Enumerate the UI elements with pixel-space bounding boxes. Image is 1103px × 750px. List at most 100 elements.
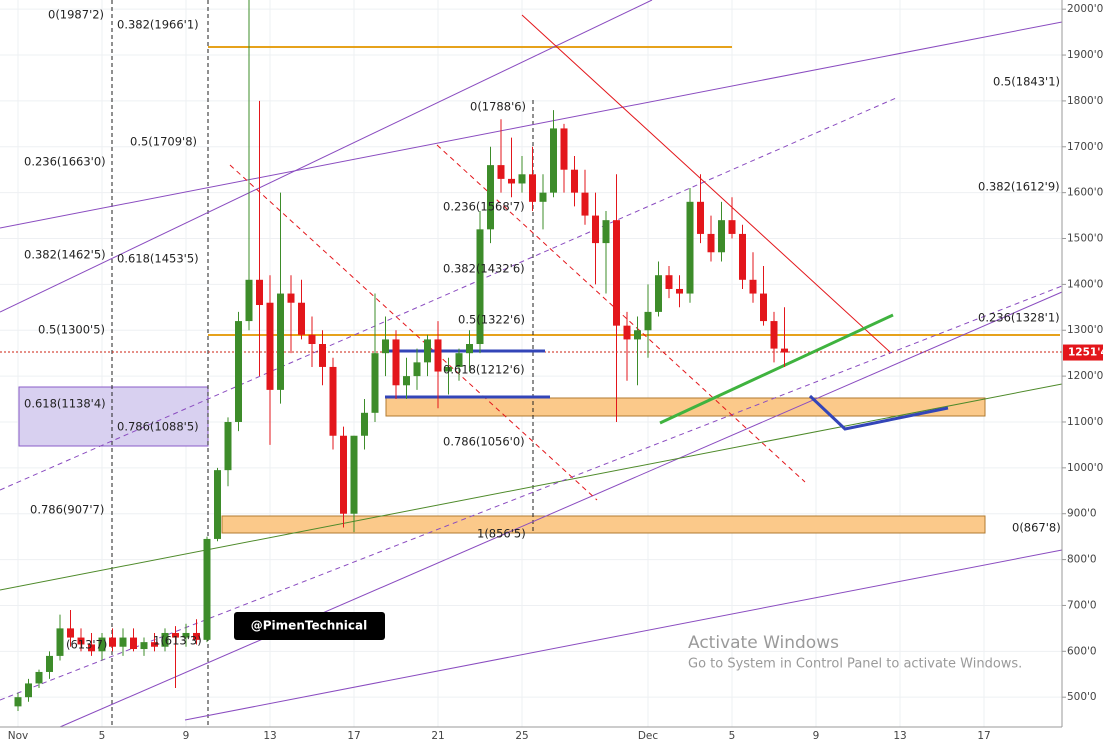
candle-body (644, 311, 652, 331)
channel-line (229, 164, 598, 501)
fib-label: 0.236(1328'1) (978, 311, 1060, 325)
candle-body (497, 165, 505, 179)
candle-body (602, 220, 610, 244)
candle-body (634, 330, 641, 340)
handle-box (234, 612, 385, 640)
candle-body (182, 632, 190, 638)
candle-body (686, 201, 694, 294)
y-axis-bg (1062, 0, 1103, 746)
y-tick-label: 1700'0 (1067, 141, 1103, 153)
candle-body (224, 421, 232, 471)
y-tick-label: 600'0 (1067, 645, 1097, 657)
fib-label: 0.5(1300'5) (38, 323, 105, 337)
fib-label: 0.5(1843'1) (993, 75, 1060, 89)
candle-body (697, 201, 704, 234)
candle-body (760, 293, 767, 322)
candle-body (109, 637, 116, 647)
channel-line (0, 21, 1063, 229)
candle-body (287, 293, 295, 303)
fib-label: 0.618(1138'4) (24, 397, 106, 411)
y-tick-label: 1400'0 (1067, 278, 1103, 290)
y-tick-label: 1600'0 (1067, 187, 1103, 199)
y-tick-label: 1200'0 (1067, 370, 1103, 382)
last-price-box (1063, 344, 1103, 361)
candle-body (665, 275, 673, 289)
candle-body (14, 697, 22, 707)
fib-label: 0.618(1453'5) (117, 252, 199, 266)
candle-body (25, 683, 32, 698)
x-tick-label: Nov (8, 730, 29, 742)
candle-body (214, 470, 221, 539)
candle-body (781, 348, 788, 353)
x-tick-label: 21 (431, 730, 444, 742)
candle-body (508, 178, 515, 184)
candle-body (655, 275, 662, 312)
candle-body (413, 362, 421, 377)
y-tick-label: 1100'0 (1067, 416, 1103, 428)
candle-body (718, 220, 725, 253)
fib-label: 0(1788'6) (470, 100, 526, 114)
candle-body (592, 215, 599, 244)
candle-body (466, 344, 473, 354)
fib-label: 0.618(1212'6) (443, 363, 525, 377)
candle-body (371, 353, 379, 413)
handle: @PimenTechnical (251, 619, 367, 633)
candle-body (434, 339, 442, 372)
candle-body (350, 435, 358, 514)
x-tick-label: 9 (813, 730, 820, 742)
annotations: 0(1987'2) 0.382(1966'1) 0.5(1709'8) 0.236(1… (24, 8, 1061, 652)
fib-label: 0.5(1709'8) (130, 135, 197, 149)
candle-body (707, 233, 715, 253)
candle-body (329, 366, 337, 436)
candle-body (392, 339, 400, 386)
fib-label: 0.382(1612'9) (978, 180, 1060, 194)
candle-body (161, 632, 169, 647)
fib-label: 0(1987'2) (48, 8, 104, 22)
candle-body (77, 637, 85, 645)
candle-body (403, 376, 410, 386)
fib-label: (613'7) (66, 638, 107, 652)
y-tick-label: 1500'0 (1067, 233, 1103, 245)
candle-body (193, 632, 200, 640)
candle-body (382, 339, 389, 354)
y-tick-label: 1000'0 (1067, 462, 1103, 474)
candle-body (151, 642, 158, 647)
axes: 500'0 600'0 700'0 800'0 900'0 1000'0 1100'0 120… (8, 3, 1103, 742)
candle-body (424, 339, 431, 363)
fib-label: 1(856'5) (477, 527, 526, 541)
y-tick-label: 2000'0 (1067, 3, 1103, 15)
candle-body (245, 279, 253, 322)
candle-body (581, 192, 589, 216)
y-tick-label: 1900'0 (1067, 49, 1103, 61)
candle-body (119, 637, 127, 647)
support-zone (221, 515, 986, 534)
candle-body (46, 655, 53, 672)
channel-line (184, 549, 1063, 721)
x-tick-label: 13 (893, 730, 906, 742)
candle-body (98, 637, 106, 652)
candle-body (728, 220, 736, 234)
x-tick-label: Dec (638, 730, 659, 742)
channel-line (0, 285, 1063, 701)
fib-label: 0.786(907'7) (30, 503, 104, 517)
candle-body (130, 637, 137, 650)
y-tick-label: 900'0 (1067, 508, 1097, 520)
fib-box (18, 386, 209, 447)
trend-line (0, 383, 1063, 591)
candle-body (739, 233, 746, 280)
support-zone (385, 397, 986, 417)
candle-body (140, 642, 148, 650)
x-tick-label: 13 (263, 730, 276, 742)
candle-body (340, 435, 347, 514)
candle-body (560, 128, 568, 170)
y-tick-label: 1800'0 (1067, 95, 1103, 107)
candle-body (298, 302, 305, 335)
candle-body (455, 353, 463, 367)
y-tick-label: 800'0 (1067, 554, 1097, 566)
fib-label: 0.236(1663'0) (24, 155, 106, 169)
candle-body (266, 302, 274, 390)
x-tick-label: 17 (977, 730, 990, 742)
x-tick-label: 5 (99, 730, 106, 742)
